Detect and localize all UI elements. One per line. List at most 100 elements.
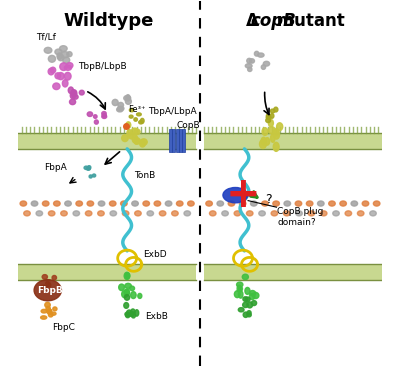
Ellipse shape — [260, 139, 266, 148]
Ellipse shape — [70, 99, 76, 105]
Ellipse shape — [54, 201, 60, 206]
Text: Δ: Δ — [246, 12, 258, 30]
Ellipse shape — [94, 115, 97, 118]
Ellipse shape — [62, 80, 68, 87]
Ellipse shape — [250, 291, 256, 296]
Ellipse shape — [236, 282, 243, 287]
Text: ?: ? — [265, 193, 272, 206]
Ellipse shape — [238, 291, 243, 298]
Ellipse shape — [102, 114, 106, 117]
Ellipse shape — [259, 211, 265, 216]
Ellipse shape — [124, 302, 129, 308]
Text: copB: copB — [250, 12, 296, 30]
Ellipse shape — [53, 307, 57, 311]
Ellipse shape — [134, 138, 140, 144]
Ellipse shape — [36, 211, 42, 216]
Ellipse shape — [50, 312, 56, 315]
Ellipse shape — [61, 52, 69, 58]
Ellipse shape — [48, 68, 54, 75]
Ellipse shape — [117, 108, 123, 112]
Ellipse shape — [124, 295, 130, 300]
Text: Fe³⁺: Fe³⁺ — [128, 105, 145, 115]
Ellipse shape — [129, 312, 134, 317]
Ellipse shape — [340, 201, 346, 206]
Ellipse shape — [122, 211, 129, 216]
Ellipse shape — [110, 201, 116, 206]
Ellipse shape — [112, 99, 118, 106]
Ellipse shape — [154, 201, 161, 206]
Ellipse shape — [24, 211, 30, 216]
Ellipse shape — [238, 308, 244, 312]
Ellipse shape — [247, 58, 252, 63]
Ellipse shape — [140, 140, 145, 147]
Text: mutant: mutant — [271, 12, 345, 30]
Ellipse shape — [60, 63, 67, 70]
Ellipse shape — [270, 134, 275, 142]
Ellipse shape — [57, 73, 64, 80]
Ellipse shape — [266, 118, 270, 123]
Ellipse shape — [138, 294, 142, 298]
Ellipse shape — [84, 166, 88, 170]
Ellipse shape — [284, 211, 290, 216]
Ellipse shape — [52, 276, 56, 280]
Ellipse shape — [269, 127, 275, 134]
Text: TbpA/LbpA: TbpA/LbpA — [148, 106, 197, 116]
Text: Tf/Lf: Tf/Lf — [36, 33, 56, 41]
Ellipse shape — [125, 290, 130, 296]
Ellipse shape — [64, 65, 72, 70]
Ellipse shape — [139, 120, 143, 124]
Ellipse shape — [68, 87, 74, 94]
Ellipse shape — [222, 211, 228, 216]
Ellipse shape — [172, 211, 178, 216]
Ellipse shape — [98, 211, 104, 216]
Ellipse shape — [362, 201, 369, 206]
Ellipse shape — [135, 211, 141, 216]
Ellipse shape — [234, 291, 240, 298]
Ellipse shape — [270, 113, 274, 118]
Text: CopB: CopB — [176, 121, 200, 130]
Ellipse shape — [130, 286, 134, 291]
Ellipse shape — [129, 115, 133, 118]
Ellipse shape — [58, 55, 64, 61]
Ellipse shape — [131, 128, 138, 134]
Ellipse shape — [245, 297, 250, 302]
Ellipse shape — [102, 112, 106, 115]
Ellipse shape — [65, 201, 71, 206]
Ellipse shape — [63, 57, 70, 63]
Ellipse shape — [102, 115, 107, 119]
Ellipse shape — [351, 201, 358, 206]
Ellipse shape — [42, 286, 48, 289]
Ellipse shape — [46, 306, 50, 311]
Ellipse shape — [246, 211, 253, 216]
Ellipse shape — [306, 201, 313, 206]
Ellipse shape — [55, 73, 60, 79]
Ellipse shape — [247, 302, 252, 308]
Ellipse shape — [118, 102, 124, 108]
Ellipse shape — [48, 211, 55, 216]
Ellipse shape — [262, 201, 268, 206]
Ellipse shape — [243, 302, 248, 308]
FancyBboxPatch shape — [18, 264, 196, 280]
Ellipse shape — [333, 211, 339, 216]
Ellipse shape — [318, 201, 324, 206]
Ellipse shape — [308, 211, 315, 216]
Ellipse shape — [71, 90, 77, 97]
Ellipse shape — [126, 122, 131, 128]
Ellipse shape — [266, 114, 270, 117]
Ellipse shape — [320, 211, 327, 216]
Ellipse shape — [67, 52, 72, 57]
Ellipse shape — [262, 128, 268, 135]
Ellipse shape — [184, 211, 190, 216]
Ellipse shape — [122, 135, 128, 142]
Ellipse shape — [274, 107, 278, 112]
Ellipse shape — [60, 46, 67, 51]
Ellipse shape — [66, 63, 73, 68]
FancyBboxPatch shape — [176, 129, 178, 152]
Ellipse shape — [132, 135, 137, 143]
FancyBboxPatch shape — [204, 132, 382, 149]
Ellipse shape — [276, 123, 283, 131]
Ellipse shape — [124, 95, 131, 101]
Ellipse shape — [122, 291, 128, 298]
Ellipse shape — [261, 65, 266, 69]
Ellipse shape — [206, 201, 212, 206]
